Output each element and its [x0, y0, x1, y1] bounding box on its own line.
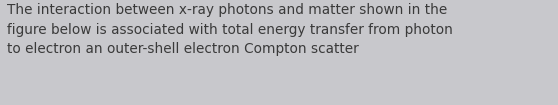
Text: The interaction between x-ray photons and matter shown in the
figure below is as: The interaction between x-ray photons an… [7, 3, 453, 56]
